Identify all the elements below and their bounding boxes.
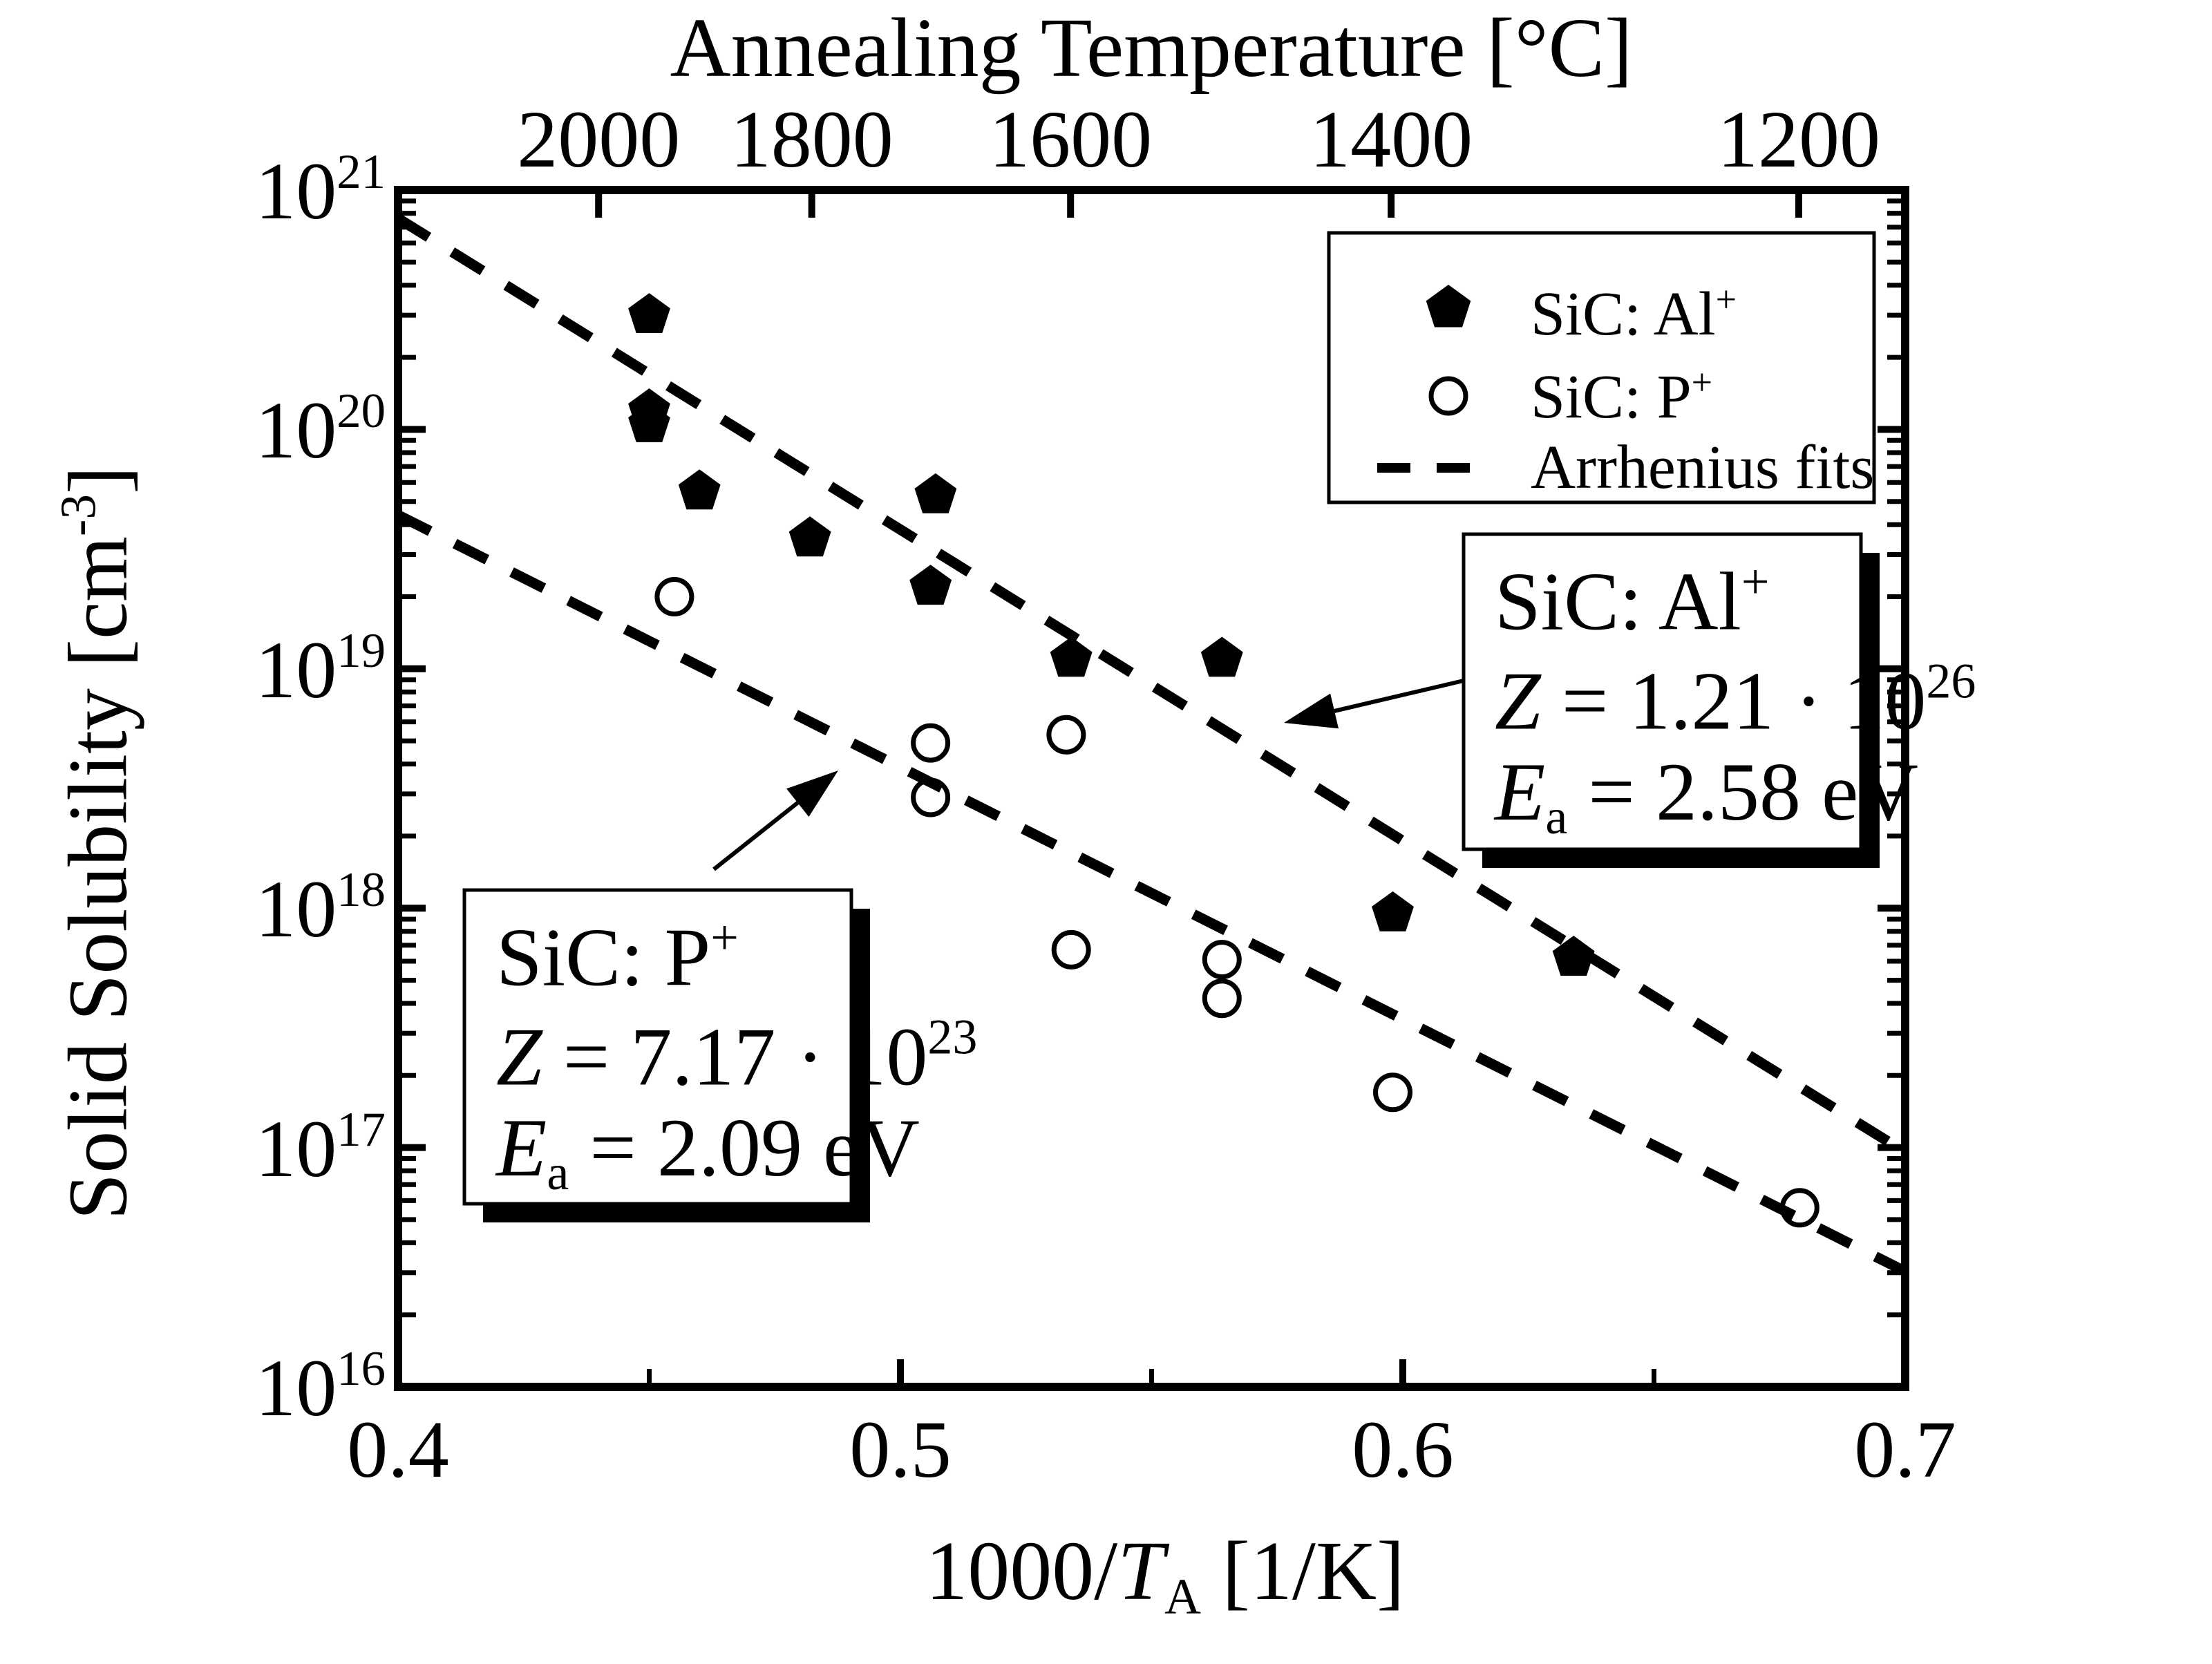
top-axis-tick-label: 1200 bbox=[1717, 94, 1880, 185]
text-segment: 21 bbox=[337, 145, 386, 200]
annotation-p-ea-value: Ea = 2.09 eV bbox=[496, 1106, 920, 1198]
data-point-pentagon bbox=[628, 402, 670, 442]
legend-label-sic-p: SiC: P+ bbox=[1531, 363, 1712, 428]
text-segment: 19 bbox=[337, 623, 386, 678]
x-axis-tick-label: 0.6 bbox=[1352, 1404, 1454, 1495]
text-segment: E bbox=[496, 1101, 547, 1193]
text-segment: SiC: P bbox=[496, 911, 711, 1003]
legend-marker-circle bbox=[1428, 376, 1468, 416]
top-axis-tick-label: 2000 bbox=[517, 94, 681, 185]
text-segment: = 2.58 eV bbox=[1567, 745, 1918, 838]
data-point-pentagon bbox=[678, 469, 721, 510]
text-segment: = 1.21 · 10 bbox=[1540, 654, 1927, 747]
text-segment: 10 bbox=[255, 145, 337, 236]
annotation-p-title: SiC: P+ bbox=[496, 913, 739, 999]
legend-box bbox=[1327, 231, 1876, 504]
text-segment: SiC: P bbox=[1531, 363, 1692, 432]
text-segment: 26 bbox=[1926, 653, 1976, 709]
y-axis-tick-label: 1016 bbox=[255, 1345, 386, 1429]
y-axis-tick-label: 1017 bbox=[255, 1102, 386, 1190]
data-point-circle bbox=[1202, 978, 1242, 1019]
data-point-circle bbox=[911, 723, 951, 763]
data-point-circle bbox=[1779, 1188, 1819, 1228]
data-point-circle bbox=[1051, 929, 1091, 970]
text-segment: 10 bbox=[255, 624, 337, 715]
data-point-pentagon bbox=[1372, 891, 1414, 932]
text-segment: A bbox=[1164, 1568, 1201, 1625]
annotation-al-arrow-line bbox=[1334, 679, 1464, 713]
legend-marker-pentagon bbox=[1426, 285, 1471, 328]
data-point-circle bbox=[1373, 1072, 1412, 1113]
text-segment: [1/K] bbox=[1200, 1524, 1405, 1618]
legend-label-arrhenius-fits: Arrhenius fits bbox=[1531, 437, 1874, 499]
text-segment: 1000/ bbox=[925, 1524, 1118, 1618]
fit-line-al bbox=[395, 214, 1908, 1157]
annotation-al-z-value: Z = 1.21 · 1026 bbox=[1495, 656, 1976, 743]
data-point-circle bbox=[654, 577, 694, 616]
data-point-circle bbox=[911, 777, 951, 817]
x-axis-tick-label: 0.4 bbox=[347, 1404, 449, 1495]
text-segment: Arrhenius fits bbox=[1531, 433, 1875, 502]
y-axis-label: Solid Solubility [cm-3] bbox=[50, 466, 144, 1220]
text-segment: SiC: Al bbox=[1495, 555, 1741, 647]
annotation-p-arrow-line bbox=[712, 801, 800, 871]
text-segment: 10 bbox=[255, 1103, 337, 1194]
text-segment: T bbox=[1117, 1524, 1165, 1618]
top-axis-tick-label: 1600 bbox=[989, 94, 1153, 185]
annotation-p-box bbox=[462, 888, 853, 1206]
text-segment: SiC: Al bbox=[1531, 280, 1716, 349]
data-point-pentagon bbox=[914, 473, 957, 513]
text-segment: 10 bbox=[255, 385, 337, 476]
text-segment: + bbox=[1715, 278, 1737, 320]
text-segment: + bbox=[1741, 554, 1770, 609]
text-segment: 10 bbox=[255, 1342, 337, 1433]
text-segment: Solid Solubility [cm bbox=[51, 536, 145, 1220]
text-segment: 16 bbox=[337, 1342, 386, 1397]
text-segment: ] bbox=[51, 466, 145, 495]
data-point-pentagon bbox=[1050, 636, 1093, 677]
fit-line-p bbox=[395, 510, 1908, 1276]
text-segment: a bbox=[1545, 789, 1568, 845]
data-point-pentagon bbox=[628, 293, 670, 333]
text-segment: 20 bbox=[337, 384, 386, 439]
x-axis-label: 1000/TA [1/K] bbox=[925, 1529, 1404, 1622]
text-segment: = 2.09 eV bbox=[569, 1101, 920, 1193]
text-segment: 17 bbox=[337, 1102, 386, 1157]
y-axis-tick-label: 1021 bbox=[255, 148, 386, 232]
data-point-circle bbox=[1046, 715, 1086, 755]
text-segment: 18 bbox=[337, 863, 386, 918]
annotation-p-arrow-head bbox=[786, 770, 838, 817]
data-point-pentagon bbox=[909, 565, 952, 605]
top-axis-title: Annealing Temperature [°C] bbox=[670, 1, 1633, 95]
x-axis-tick-label: 0.7 bbox=[1854, 1404, 1956, 1495]
y-axis-tick-label: 1018 bbox=[255, 866, 386, 950]
top-axis-tick-label: 1800 bbox=[730, 94, 894, 185]
data-point-pentagon bbox=[1552, 936, 1595, 976]
top-axis-tick-label: 1400 bbox=[1310, 94, 1473, 185]
text-segment: 23 bbox=[927, 1009, 978, 1065]
text-segment: + bbox=[710, 909, 739, 965]
text-segment: Z bbox=[1495, 654, 1541, 747]
y-axis-tick-label: 1020 bbox=[255, 387, 386, 471]
text-segment: -3 bbox=[50, 494, 106, 536]
y-axis-tick-label: 1019 bbox=[255, 623, 386, 711]
text-segment: E bbox=[1495, 745, 1546, 838]
data-point-circle bbox=[1202, 940, 1242, 980]
annotation-al-box bbox=[1462, 532, 1863, 851]
annotation-p-z-value: Z = 7.17 · 1023 bbox=[496, 1012, 977, 1099]
text-segment: Z bbox=[496, 1010, 542, 1103]
text-segment: + bbox=[1691, 361, 1713, 403]
x-axis-tick-label: 0.5 bbox=[849, 1404, 952, 1495]
legend-label-sic-al: SiC: Al+ bbox=[1531, 281, 1737, 346]
annotation-al-title: SiC: Al+ bbox=[1495, 557, 1769, 643]
data-point-pentagon bbox=[1200, 636, 1243, 677]
text-segment: 10 bbox=[255, 864, 337, 955]
annotation-al-ea-value: Ea = 2.58 eV bbox=[1495, 750, 1918, 842]
annotation-al-arrow-head bbox=[1284, 693, 1339, 729]
data-point-pentagon bbox=[788, 516, 831, 557]
text-segment: = 7.17 · 10 bbox=[542, 1010, 928, 1103]
text-segment: a bbox=[547, 1145, 569, 1201]
